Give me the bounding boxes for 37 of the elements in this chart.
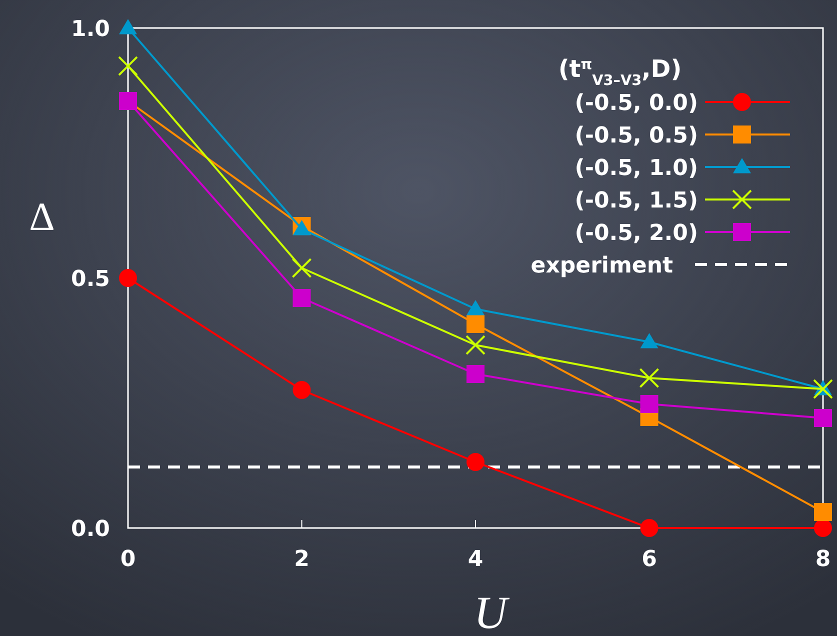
legend-title: (t$^{π}$$_{V3–V3}$,D): [558, 55, 682, 89]
y-tick-label: 0.0: [71, 517, 110, 542]
point: [814, 503, 832, 521]
point: [292, 258, 312, 278]
legend-label: (-0.5, 1.5): [574, 188, 698, 214]
x-axis-title: U: [474, 587, 510, 636]
x-tick-label: 0: [120, 547, 136, 572]
point: [814, 519, 832, 537]
point: [466, 335, 486, 355]
y-axis-title: Δ: [29, 194, 55, 239]
y-tick-label: 0.5: [71, 267, 110, 292]
x-tick-label: 2: [294, 547, 310, 572]
x-tick-label: 4: [468, 547, 484, 572]
point: [640, 333, 658, 348]
point: [466, 365, 484, 383]
legend-label: (-0.5, 0.5): [574, 124, 698, 148]
point: [813, 379, 833, 399]
point: [119, 19, 137, 34]
point: [466, 315, 484, 333]
legend-label: (-0.5, 2.0): [574, 221, 698, 246]
point: [640, 519, 658, 537]
legend-label: (-0.5, 1.0): [574, 156, 698, 181]
point: [466, 453, 484, 471]
point: [292, 220, 311, 236]
point: [292, 289, 311, 307]
legend-label: (-0.5, 0.0): [574, 91, 698, 116]
x-tick-label: 8: [815, 547, 831, 572]
point: [814, 409, 832, 427]
point: [118, 56, 138, 76]
point: [292, 381, 311, 399]
x-tick-label: 6: [642, 547, 657, 572]
point: [119, 269, 137, 287]
legend-label: experiment: [530, 254, 674, 278]
point: [466, 300, 484, 316]
point: [639, 368, 660, 388]
point: [640, 395, 658, 413]
y-tick-label: 1.0: [71, 17, 110, 42]
